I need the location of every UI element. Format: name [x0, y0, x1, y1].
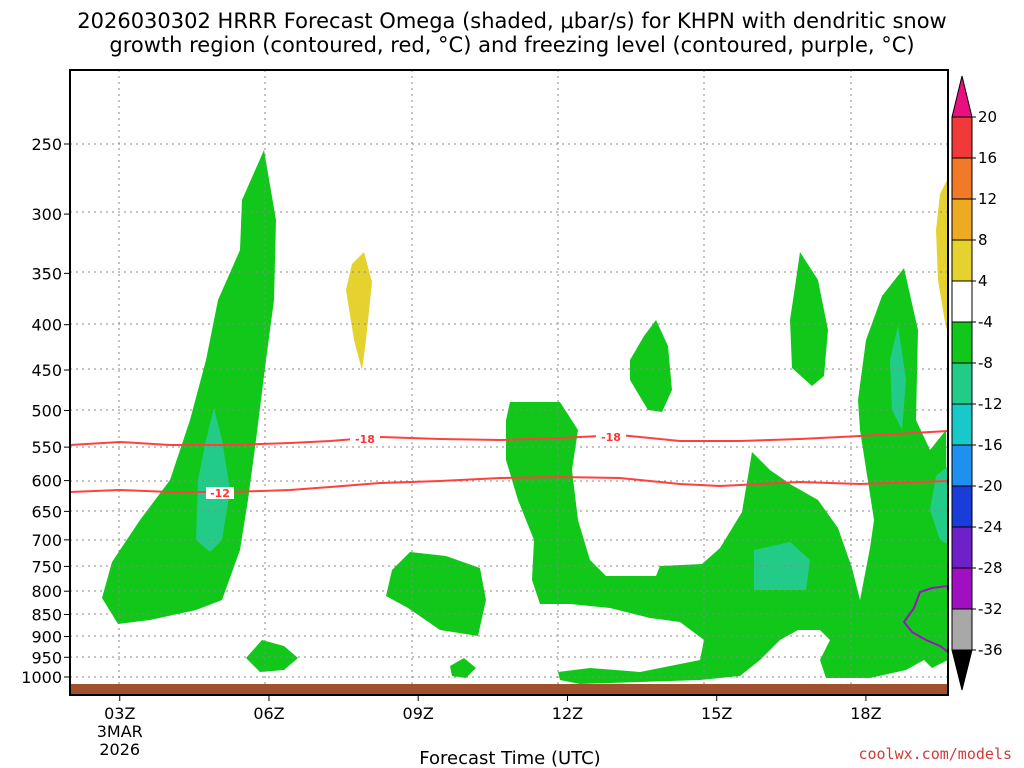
chart-title-line1: 2026030302 HRRR Forecast Omega (shaded, …	[77, 9, 946, 33]
y-axis: 250 300 350 400 450 500 550 600 650 700 750 800 850 9…	[21, 135, 70, 687]
colorbar-label: -28	[978, 559, 1003, 577]
colorbar-swatch	[951, 485, 973, 528]
colorbar-label: 12	[978, 190, 997, 208]
contour-minus18	[69, 430, 949, 446]
x-tick-label: 09Z	[403, 704, 434, 723]
y-tick-label: 350	[31, 264, 62, 283]
y-tick-label: 600	[31, 472, 62, 491]
omega-region-green-5	[506, 268, 948, 684]
colorbar-label: 4	[978, 272, 988, 290]
y-tick-label: 450	[31, 361, 62, 380]
omega-region-yellow-2	[936, 178, 948, 330]
y-tick-label: 900	[31, 627, 62, 646]
freezing-level-contour	[902, 585, 949, 653]
chart-title-line2: growth region (contoured, red, °C) and f…	[109, 33, 914, 57]
colorbar-label: -16	[978, 436, 1003, 454]
contour-label-minus18-a: -18	[355, 433, 375, 446]
x-tick-year: 2026	[99, 740, 140, 759]
colorbar-swatch	[951, 403, 973, 446]
y-tick-label: 650	[31, 502, 62, 521]
x-axis-title: Forecast Time (UTC)	[419, 748, 600, 768]
colorbar-bottom-arrow	[951, 649, 973, 691]
colorbar-label: -24	[978, 518, 1003, 536]
x-tick-label: 06Z	[253, 704, 284, 723]
colorbar-top-arrow	[951, 75, 973, 118]
colorbar-label: 8	[978, 231, 988, 249]
omega-region-teal-4	[930, 466, 948, 544]
x-tick-label: 12Z	[552, 704, 583, 723]
colorbar-label: -20	[978, 477, 1003, 495]
label-bg-3	[206, 487, 234, 499]
x-tick-label: 03Z	[104, 704, 135, 723]
colorbar-swatch	[951, 280, 973, 323]
colorbar-swatch	[951, 526, 973, 569]
omega-region-green-4	[450, 658, 476, 678]
colorbar-swatch	[951, 321, 973, 364]
colorbar: 20 16 12 8 4 -4 -8 -12 -16 -20 -24 -28 -32 -36	[951, 75, 1003, 691]
y-tick-label: 800	[31, 582, 62, 601]
colorbar-swatch	[951, 608, 973, 651]
y-tick-label: 300	[31, 205, 62, 224]
colorbar-swatch	[951, 116, 973, 159]
y-tick-label: 1000	[21, 668, 62, 687]
credit-text: coolwx.com/models	[858, 745, 1012, 763]
contour-label-minus12: -12	[210, 487, 230, 500]
colorbar-label: 20	[978, 108, 997, 126]
plot-area: -18 -18 -12	[69, 69, 949, 696]
omega-region-green-7	[790, 252, 828, 386]
colorbar-label: -12	[978, 395, 1003, 413]
y-tick-label: 500	[31, 402, 62, 421]
y-tick-label: 250	[31, 135, 62, 154]
omega-region-green-1	[102, 150, 276, 624]
colorbar-swatch	[951, 198, 973, 241]
x-tick-date: 3MAR	[97, 722, 143, 741]
y-tick-label: 550	[31, 438, 62, 457]
omega-region-teal-3	[890, 326, 906, 430]
colorbar-label: -8	[978, 354, 993, 372]
colorbar-label: -32	[978, 600, 1003, 618]
colorbar-swatch	[951, 444, 973, 487]
ground-strip	[70, 684, 948, 695]
dgz-contour-labels: -18 -18 -12	[206, 431, 626, 500]
x-tick-label: 15Z	[701, 704, 732, 723]
omega-region-green-2	[246, 640, 298, 672]
gridlines	[70, 70, 948, 695]
contour-label-minus18-b: -18	[601, 431, 621, 444]
colorbar-swatch	[951, 157, 973, 200]
x-tick-label: 18Z	[850, 704, 881, 723]
y-tick-label: 400	[31, 316, 62, 335]
y-tick-label: 750	[31, 557, 62, 576]
colorbar-swatch	[951, 567, 973, 610]
colorbar-swatch	[951, 239, 973, 282]
omega-shading	[102, 150, 948, 684]
omega-region-green-3	[386, 552, 486, 636]
plot-frame	[69, 69, 949, 696]
y-tick-label: 950	[31, 648, 62, 667]
omega-region-green-6	[630, 320, 672, 412]
y-tick-label: 850	[31, 606, 62, 625]
colorbar-label: -4	[978, 313, 993, 331]
colorbar-swatch	[951, 362, 973, 405]
omega-region-teal-2	[754, 542, 810, 590]
y-tick-label: 700	[31, 531, 62, 550]
colorbar-label: -36	[978, 641, 1003, 659]
omega-region-yellow-1	[346, 252, 372, 370]
colorbar-label: 16	[978, 149, 997, 167]
label-bg-1	[350, 433, 380, 445]
label-bg-2	[596, 431, 626, 443]
